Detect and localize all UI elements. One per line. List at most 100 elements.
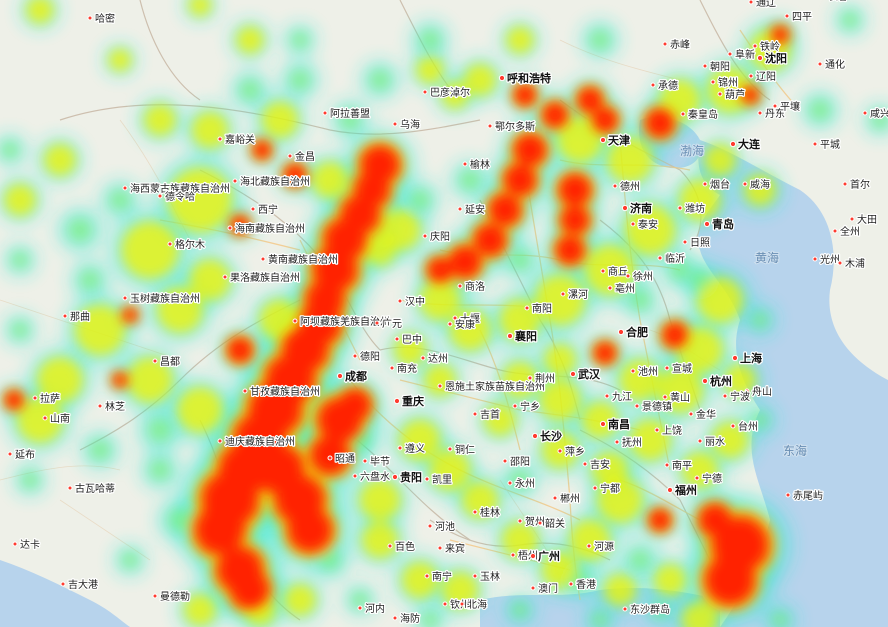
city-marker-nanyang[interactable] (524, 305, 530, 311)
city-marker-nanchang[interactable] (599, 420, 607, 428)
city-marker-ankang[interactable] (447, 321, 453, 327)
city-marker-naqu[interactable] (62, 313, 68, 319)
city-marker-jinchang[interactable] (287, 153, 293, 159)
city-marker-gwangju[interactable] (812, 256, 818, 262)
city-marker-guoluo[interactable] (222, 274, 228, 280)
city-marker-eerduosi[interactable] (487, 123, 493, 129)
city-marker-enshi[interactable] (437, 383, 443, 389)
city-marker-alashan[interactable] (322, 110, 328, 116)
city-marker-nanchong[interactable] (389, 365, 395, 371)
city-marker-jishou[interactable] (472, 411, 478, 417)
city-marker-wuzhou[interactable] (510, 552, 516, 558)
city-marker-liupanshui[interactable] (352, 473, 358, 479)
city-marker-shangrao[interactable] (654, 427, 660, 433)
city-marker-huludao[interactable] (717, 91, 723, 97)
city-marker-luohe[interactable] (560, 291, 566, 297)
city-marker-jian[interactable] (582, 461, 588, 467)
city-marker-fuxin[interactable] (727, 51, 733, 57)
city-marker-mandalay[interactable] (152, 593, 158, 599)
city-marker-jingdezhen[interactable] (634, 403, 640, 409)
city-marker-zhaotong[interactable] (327, 455, 333, 461)
city-marker-beihai[interactable] (459, 601, 465, 607)
city-marker-haiphong[interactable] (392, 615, 398, 621)
city-marker-ningdu[interactable] (592, 485, 598, 491)
city-marker-dhaka[interactable] (12, 541, 18, 547)
city-marker-heyuan[interactable] (586, 543, 592, 549)
city-marker-xuzhou[interactable] (625, 273, 631, 279)
city-marker-jingzhou[interactable] (527, 375, 533, 381)
city-marker-macau[interactable] (530, 585, 536, 591)
city-marker-pyongyang[interactable] (772, 103, 778, 109)
city-marker-baise[interactable] (387, 543, 393, 549)
city-marker-nanping[interactable] (664, 462, 670, 468)
city-marker-qingdao[interactable] (703, 220, 711, 228)
city-marker-qinzhou[interactable] (442, 601, 448, 607)
city-marker-guilin[interactable] (472, 509, 478, 515)
city-marker-chenzhou[interactable] (552, 495, 558, 501)
city-marker-chifeng[interactable] (662, 41, 668, 47)
city-marker-dandong[interactable] (757, 110, 763, 116)
city-marker-bazhong[interactable] (394, 336, 400, 342)
city-marker-fuzhou2[interactable] (614, 439, 620, 445)
city-marker-changdu[interactable] (152, 358, 158, 364)
city-marker-yulin2[interactable] (472, 573, 478, 579)
city-marker-deyang[interactable] (352, 353, 358, 359)
city-marker-hechi[interactable] (427, 523, 433, 529)
city-marker-shangqiu[interactable] (600, 268, 606, 274)
city-marker-shiyan[interactable] (452, 315, 458, 321)
city-marker-hefei[interactable] (617, 328, 625, 336)
city-marker-tongren[interactable] (447, 446, 453, 452)
city-marker-nanning[interactable] (424, 573, 430, 579)
city-marker-changsha[interactable] (531, 432, 539, 440)
city-marker-pingxiang[interactable] (557, 448, 563, 454)
city-marker-jinhua[interactable] (688, 411, 694, 417)
city-marker-shaoyang[interactable] (502, 458, 508, 464)
city-marker-shaoguan[interactable] (537, 520, 543, 526)
city-marker-daejeon[interactable] (849, 216, 855, 222)
city-marker-guangzhou[interactable] (529, 552, 537, 560)
city-marker-zhoushan[interactable] (744, 388, 750, 394)
city-marker-geermu[interactable] (167, 241, 173, 247)
city-marker-siping[interactable] (784, 13, 790, 19)
city-marker-yanbu[interactable] (7, 451, 13, 457)
city-marker-jiujiang[interactable] (604, 393, 610, 399)
city-marker-xiangyang[interactable] (506, 332, 514, 340)
city-marker-guiyang[interactable] (391, 473, 399, 481)
city-marker-hangzhou[interactable] (701, 377, 709, 385)
city-marker-linzhi[interactable] (97, 403, 103, 409)
city-marker-qingyang[interactable] (422, 233, 428, 239)
city-marker-yanan[interactable] (457, 206, 463, 212)
city-marker-bozhou[interactable] (607, 285, 613, 291)
city-marker-xining[interactable] (250, 206, 256, 212)
city-marker-bijie[interactable] (362, 458, 368, 464)
city-marker-seoul[interactable] (842, 181, 848, 187)
city-marker-chizhou[interactable] (630, 368, 636, 374)
city-marker-xuancheng[interactable] (664, 365, 670, 371)
city-marker-chengdu[interactable] (336, 372, 344, 380)
city-marker-taizhou[interactable] (730, 423, 736, 429)
city-marker-ningxiang[interactable] (512, 403, 518, 409)
city-marker-yongzhou[interactable] (507, 480, 513, 486)
city-marker-guwahati[interactable] (67, 485, 73, 491)
city-marker-chongqing[interactable] (393, 397, 401, 405)
city-marker-bayannaoer[interactable] (422, 89, 428, 95)
city-marker-weihai[interactable] (742, 181, 748, 187)
city-marker-chittagong[interactable] (60, 581, 66, 587)
city-marker-liaoyang[interactable] (748, 73, 754, 79)
city-marker-diqing[interactable] (217, 438, 223, 444)
city-marker-mokpo[interactable] (837, 260, 843, 266)
city-marker-hamhung[interactable] (862, 110, 868, 116)
city-marker-ningbo[interactable] (722, 393, 728, 399)
city-marker-haibei[interactable] (232, 178, 238, 184)
city-marker-shanghai[interactable] (731, 354, 739, 362)
city-marker-huhehaote[interactable] (498, 74, 506, 82)
city-marker-chiweiyu[interactable] (785, 492, 791, 498)
city-marker-qinhuangdao[interactable] (680, 111, 686, 117)
city-marker-jinan[interactable] (621, 204, 629, 212)
city-marker-hami[interactable] (87, 15, 93, 21)
city-marker-tianjin[interactable] (599, 136, 607, 144)
city-marker-guangyuan[interactable] (374, 320, 380, 326)
city-marker-jeonju[interactable] (832, 228, 838, 234)
city-marker-fuzhou[interactable] (666, 486, 674, 494)
city-marker-linyi[interactable] (657, 255, 663, 261)
